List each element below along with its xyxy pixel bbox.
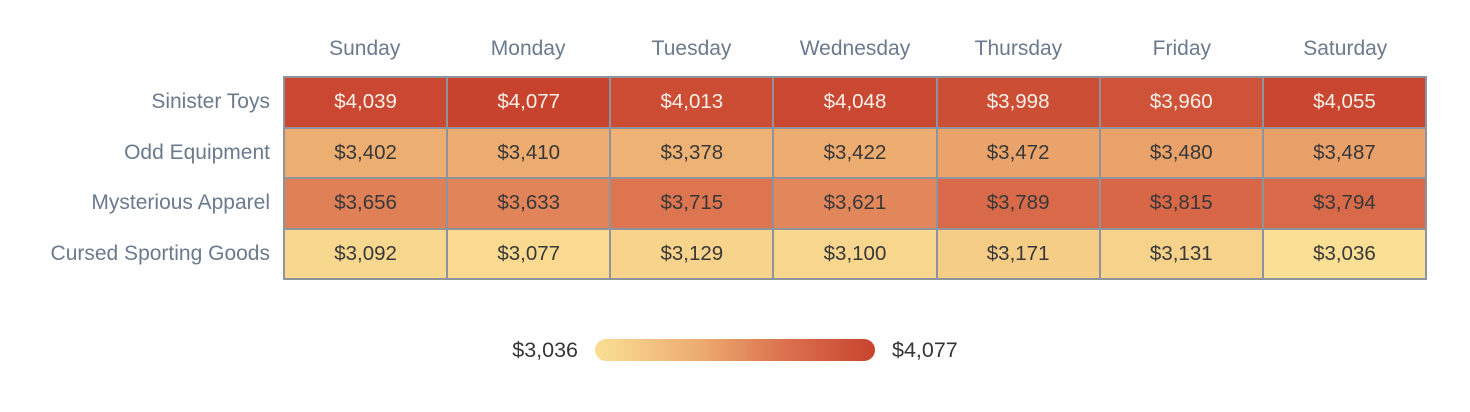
- heatmap-cell: $3,410: [447, 127, 611, 178]
- heatmap-cell: $3,077: [447, 228, 611, 279]
- color-legend: $3,036 $4,077: [0, 331, 1470, 369]
- row-label: Cursed Sporting Goods: [50, 241, 270, 265]
- heatmap-cell: $3,998: [936, 77, 1100, 128]
- heatmap-cell: $3,815: [1099, 178, 1263, 229]
- heatmap-cell: $3,789: [936, 178, 1100, 229]
- row-label: Sinister Toys: [151, 90, 270, 114]
- column-header: Friday: [1152, 37, 1212, 60]
- heatmap-cell: $3,794: [1262, 178, 1426, 229]
- heatmap-cell: $3,633: [447, 178, 611, 229]
- heatmap-cell: $3,480: [1099, 127, 1263, 178]
- heatmap-cell: $3,402: [284, 127, 448, 178]
- heatmap-cell: $3,171: [936, 228, 1100, 279]
- heatmap-cell: $4,055: [1262, 77, 1426, 128]
- row-labels: Sinister Toys Odd Equipment Mysterious App…: [0, 77, 270, 279]
- row-label: Odd Equipment: [124, 140, 270, 164]
- heatmap-cell: $3,036: [1262, 228, 1426, 279]
- heatmap-cell: $3,472: [936, 127, 1100, 178]
- legend-max-label: $4,077: [892, 337, 958, 362]
- heatmap-cell: $3,715: [610, 178, 774, 229]
- heatmap-cell: $3,656: [284, 178, 448, 229]
- heatmap-cell: $3,378: [610, 127, 774, 178]
- heatmap-cell: $3,422: [773, 127, 937, 178]
- heatmap-cell: $3,621: [773, 178, 937, 229]
- column-header: Saturday: [1303, 37, 1388, 60]
- heatmap-cell: $3,092: [284, 228, 448, 279]
- column-header: Sunday: [329, 37, 401, 60]
- heatmap-cell: $4,013: [610, 77, 774, 128]
- heatmap-cell: $3,131: [1099, 228, 1263, 279]
- heatmap-cell: $4,039: [284, 77, 448, 128]
- column-header: Wednesday: [799, 37, 911, 60]
- legend-min-label: $3,036: [512, 337, 578, 362]
- row-label: Mysterious Apparel: [91, 191, 270, 215]
- heatmap-cell: $3,960: [1099, 77, 1263, 128]
- column-header: Tuesday: [651, 37, 732, 60]
- column-headers: Sunday Monday Tuesday Wednesday Thursday Frid…: [283, 33, 1427, 65]
- heatmap-cell: $3,487: [1262, 127, 1426, 178]
- column-header: Monday: [490, 37, 566, 60]
- heatmap-grid: $4,039 $4,077 $4,013 $4,048 $3,998 $3,960 $4,0…: [283, 76, 1427, 280]
- legend-gradient-bar: [595, 339, 875, 361]
- heatmap-cell: $3,100: [773, 228, 937, 279]
- heatmap-cell: $4,077: [447, 77, 611, 128]
- column-header: Thursday: [974, 37, 1063, 60]
- heatmap-cell: $3,129: [610, 228, 774, 279]
- heatmap-cell: $4,048: [773, 77, 937, 128]
